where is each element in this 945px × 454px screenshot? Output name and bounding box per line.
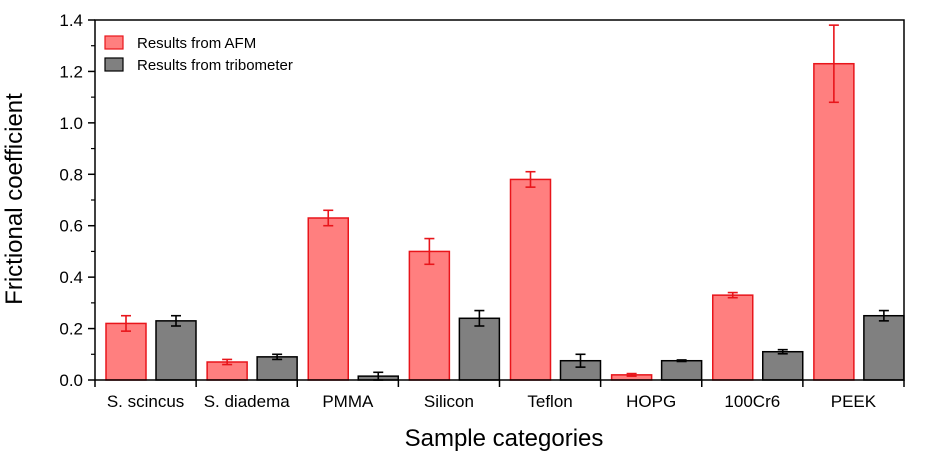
x-tick-label-4: Teflon	[527, 392, 572, 411]
bar-tribometer-5	[660, 359, 703, 381]
error-bar-afm-0	[121, 314, 131, 332]
error-bar-afm-2	[323, 209, 334, 227]
y-tick-label-2: 0.4	[59, 268, 83, 287]
legend: Results from AFM Results from tribometer	[104, 35, 293, 74]
x-tick-label-0: S. scincus	[107, 392, 184, 411]
error-bar-tribometer-4	[575, 353, 586, 368]
x-tick-label-1: S. diadema	[204, 392, 291, 411]
axes-layer: 0.0 0.2 0.4 0.6 0.8 1.0 1.2 1.4 S. scincus S. dia…	[59, 11, 905, 411]
y-tick-label-6: 1.2	[59, 62, 83, 81]
error-bar-afm-6	[727, 291, 738, 299]
bar-afm-2	[307, 217, 349, 381]
legend-swatch-afm	[104, 35, 124, 50]
y-tick-label-5: 1.0	[59, 114, 83, 133]
bar-tribometer-6	[762, 350, 804, 381]
y-tick-label-7: 1.4	[59, 11, 83, 30]
y-tick-label-3: 0.6	[59, 217, 83, 236]
y-tick-label-0: 0.0	[59, 371, 83, 390]
bar-afm-4	[509, 178, 552, 381]
error-bar-tribometer-0	[171, 314, 181, 327]
x-tick-label-2: PMMA	[322, 392, 374, 411]
legend-label-tribometer: Results from tribometer	[137, 57, 293, 74]
bar-afm-7	[813, 62, 855, 381]
error-bar-tribometer-7	[878, 309, 889, 322]
x-tick-label-3: Silicon	[424, 392, 474, 411]
error-bar-afm-1	[222, 358, 233, 366]
error-bar-tribometer-3	[474, 309, 485, 327]
y-tick-label-4: 0.8	[59, 165, 83, 184]
legend-label-afm: Results from AFM	[137, 35, 256, 52]
error-bars-layer	[121, 24, 889, 381]
bar-tribometer-7	[863, 314, 905, 381]
error-bar-afm-5	[626, 372, 637, 377]
bar-afm-0	[105, 322, 147, 381]
error-bar-tribometer-1	[272, 353, 283, 361]
x-axis-title: Sample categories	[405, 425, 604, 452]
x-tick-label-5: HOPG	[626, 392, 676, 411]
bar-afm-6	[712, 294, 754, 381]
error-bar-afm-4	[525, 170, 536, 188]
error-bar-afm-3	[424, 237, 435, 266]
x-tick-label-6: 100Cr6	[724, 392, 780, 411]
error-bar-tribometer-5	[676, 359, 687, 363]
bar-tribometer-3	[458, 317, 501, 381]
error-bar-tribometer-6	[777, 348, 788, 355]
y-axis-title: Frictional coefficient	[1, 93, 28, 305]
x-tick-label-7: PEEK	[831, 392, 877, 411]
bar-afm-3	[408, 250, 451, 381]
bar-tribometer-1	[256, 356, 298, 381]
y-tick-label-1: 0.2	[59, 320, 83, 339]
legend-swatch-tribometer	[104, 57, 124, 72]
bar-tribometer-0	[155, 320, 197, 381]
error-bar-afm-7	[828, 24, 839, 104]
